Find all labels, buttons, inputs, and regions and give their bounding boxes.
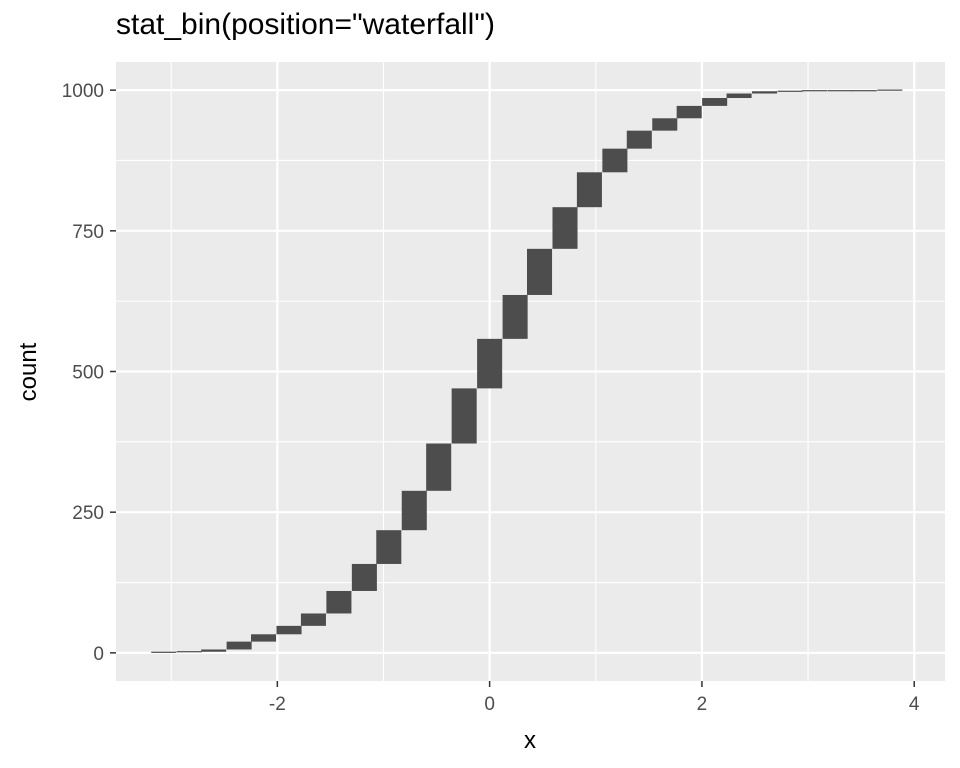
x-tick-label: 2 xyxy=(697,694,708,715)
y-axis-title: count xyxy=(15,342,42,401)
waterfall-bar xyxy=(300,613,326,626)
bars xyxy=(151,89,903,653)
waterfall-bar xyxy=(376,530,402,564)
waterfall-bar xyxy=(576,172,602,208)
waterfall-bar xyxy=(401,490,427,531)
waterfall-bar xyxy=(626,130,652,149)
waterfall-bar xyxy=(502,294,528,339)
y-tick-label: 500 xyxy=(72,363,104,384)
waterfall-bar xyxy=(827,90,853,92)
y-tick-label: 250 xyxy=(72,503,104,524)
waterfall-bar xyxy=(726,93,752,99)
y-tick-label: 1000 xyxy=(62,81,104,102)
y-axis: 0 250 500 750 1000 xyxy=(62,81,116,665)
waterfall-bar xyxy=(801,90,827,92)
waterfall-bar xyxy=(426,443,452,491)
waterfall-bar xyxy=(877,89,903,91)
waterfall-bar xyxy=(451,388,477,444)
x-axis: -2 0 2 4 xyxy=(269,681,920,715)
waterfall-bar xyxy=(777,90,803,92)
x-tick-label: 0 xyxy=(484,694,495,715)
waterfall-bar xyxy=(602,148,628,173)
waterfall-bar xyxy=(526,248,553,295)
waterfall-bar xyxy=(151,651,177,653)
x-axis-title: x xyxy=(524,727,536,754)
waterfall-bar xyxy=(851,90,877,92)
waterfall-bar xyxy=(552,207,578,249)
x-tick-label: -2 xyxy=(269,694,286,715)
waterfall-bar xyxy=(251,634,277,642)
waterfall-bar xyxy=(176,651,202,653)
y-tick-label: 0 xyxy=(93,644,104,665)
waterfall-bar xyxy=(652,118,678,131)
waterfall-bar xyxy=(676,105,702,119)
waterfall-bar xyxy=(702,98,728,106)
waterfall-bar xyxy=(752,91,778,94)
chart-title: stat_bin(position="waterfall") xyxy=(116,8,495,41)
waterfall-bar xyxy=(276,625,302,635)
y-tick-label: 750 xyxy=(72,222,104,243)
waterfall-bar xyxy=(477,338,503,389)
waterfall-bar xyxy=(326,590,352,614)
waterfall-bar xyxy=(226,641,252,650)
waterfall-bar xyxy=(201,649,227,652)
waterfall-bar xyxy=(351,563,377,591)
x-tick-label: 4 xyxy=(909,694,920,715)
